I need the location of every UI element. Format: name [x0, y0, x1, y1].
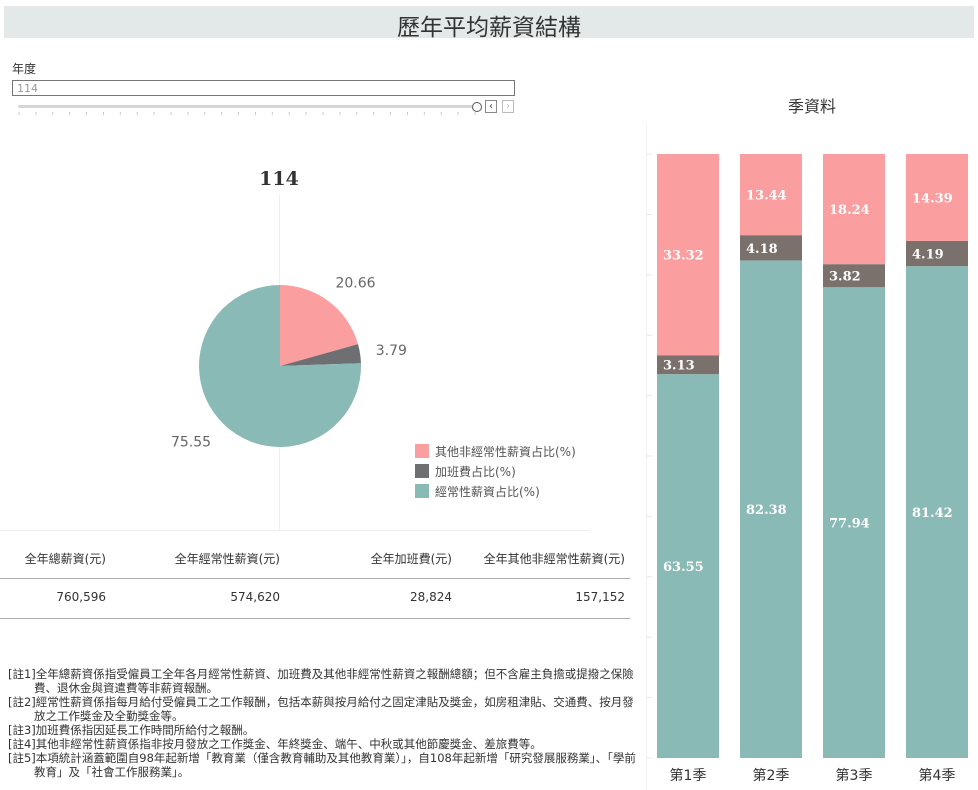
bar-overtime-q4[interactable] — [906, 240, 968, 267]
footnote-3: [註3]加班費係指因延長工作時間所給付之報酬。 — [8, 723, 255, 737]
bar-label-overtime-q3: 3.82 — [829, 270, 861, 285]
x-tick-label: 第3季 — [836, 767, 873, 784]
bar-label-overtime-q1: 3.13 — [663, 359, 695, 374]
year-filter-label: 年度 — [12, 62, 37, 76]
year-filter-input[interactable]: 114 — [12, 80, 515, 96]
bar-regular-q3[interactable] — [823, 287, 885, 758]
summary-value-overtime: 28,824 — [410, 590, 452, 604]
summary-header-total: 全年總薪資(元) — [24, 552, 106, 566]
x-tick-label: 第2季 — [753, 767, 790, 784]
bar-other-q3[interactable] — [823, 154, 885, 265]
summary-value-other: 157,152 — [575, 590, 625, 604]
legend-label-overtime: 加班費占比(%) — [435, 464, 516, 479]
pie-slice-regular[interactable] — [199, 285, 361, 447]
year-slider-ticks — [18, 112, 476, 115]
legend-label-other: 其他非經常性薪資占比(%) — [435, 444, 576, 459]
bar-regular-q1[interactable] — [657, 374, 719, 758]
bar-label-regular-q3: 77.94 — [829, 517, 870, 532]
bar-label-other-q2: 13.44 — [746, 189, 787, 204]
bar-label-other-q1: 33.32 — [663, 249, 704, 264]
bar-label-overtime-q2: 4.18 — [746, 242, 778, 257]
legend-item-other[interactable]: 其他非經常性薪資占比(%) — [415, 441, 576, 461]
summary-divider — [0, 578, 630, 579]
summary-header-other: 全年其他非經常性薪資(元) — [483, 552, 625, 566]
bar-label-regular-q2: 82.38 — [746, 503, 787, 518]
footnote-4: [註4]其他非經常性薪資係指非按月發放之工作獎金、年終獎金、端午、中秋或其他節慶… — [8, 737, 542, 751]
footnote-1: [註1]全年總薪資係指受僱員工全年各月經常性薪資、加班費及其他非經常性薪資之報酬… — [8, 667, 634, 695]
bar-label-regular-q1: 63.55 — [663, 560, 704, 575]
summary-header-row: 全年總薪資(元) 全年經常性薪資(元) 全年加班費(元) 全年其他非經常性薪資(… — [0, 540, 630, 576]
legend-swatch-regular — [415, 484, 429, 498]
bar-label-overtime-q4: 4.19 — [912, 248, 944, 263]
bar-label-other-q4: 14.39 — [912, 191, 953, 206]
bar-other-q2[interactable] — [740, 154, 802, 236]
bar-overtime-q1[interactable] — [657, 355, 719, 375]
pie-label-overtime: 3.79 — [376, 343, 407, 359]
page-header: 歷年平均薪資結構 — [4, 6, 974, 41]
legend-item-overtime[interactable]: 加班費占比(%) — [415, 461, 576, 481]
footnote-5: [註5]本項統計涵蓋範圍自98年起新增「教育業（僅含教育輔助及其他教育業）」，自… — [8, 751, 636, 779]
pie-chart-title: 114 — [259, 168, 299, 190]
legend-label-regular: 經常性薪資占比(%) — [435, 484, 540, 499]
footnote-2: [註2]經常性薪資係指每月給付受僱員工之工作報酬，包括本薪與按月給付之固定津貼及… — [8, 695, 634, 723]
pie-label-other: 20.66 — [335, 275, 375, 291]
legend-item-regular[interactable]: 經常性薪資占比(%) — [415, 481, 576, 501]
quarterly-stacked-bar-chart: 63.55 3.13 33.32 第1季 82.38 4.18 13.44 第2季 77.94 3… — [646, 124, 968, 790]
legend-swatch-overtime — [415, 464, 429, 478]
bar-overtime-q2[interactable] — [740, 235, 802, 261]
pie-slice-other[interactable] — [280, 285, 359, 366]
annual-summary-table: 全年總薪資(元) 全年經常性薪資(元) 全年加班費(元) 全年其他非經常性薪資(… — [0, 540, 630, 619]
quarterly-chart-title: 季資料 — [787, 97, 836, 116]
summary-header-regular: 全年經常性薪資(元) — [174, 552, 280, 566]
x-tick-label: 第4季 — [919, 767, 956, 784]
bar-other-q1[interactable] — [657, 154, 719, 356]
pie-label-regular: 75.55 — [171, 435, 211, 451]
bar-regular-q2[interactable] — [740, 260, 802, 758]
next-year-button[interactable]: › — [502, 100, 514, 113]
bar-label-regular-q4: 81.42 — [912, 506, 953, 521]
bar-overtime-q3[interactable] — [823, 264, 885, 288]
x-tick-label: 第1季 — [670, 767, 707, 784]
bar-label-other-q3: 18.24 — [829, 203, 870, 218]
pie-chart: 20.66 3.79 75.55 — [171, 275, 407, 451]
summary-value-row: 760,596 574,620 28,824 157,152 — [0, 580, 630, 616]
pie-slice-overtime[interactable] — [280, 344, 361, 366]
summary-value-total: 760,596 — [56, 590, 106, 604]
bar-other-q4[interactable] — [906, 154, 968, 241]
footnotes: [註1]全年總薪資係指受僱員工全年各月經常性薪資、加班費及其他非經常性薪資之報酬… — [8, 667, 638, 779]
page-title: 歷年平均薪資結構 — [397, 15, 581, 41]
previous-year-button[interactable]: ‹ — [485, 100, 497, 113]
year-slider-handle[interactable] — [472, 102, 482, 112]
summary-value-regular: 574,620 — [230, 590, 280, 604]
year-slider-track[interactable] — [18, 105, 476, 108]
pie-base-line — [0, 530, 590, 531]
legend-swatch-other — [415, 444, 429, 458]
pie-legend: 其他非經常性薪資占比(%) 加班費占比(%) 經常性薪資占比(%) — [415, 441, 576, 501]
summary-bottom-line — [0, 618, 630, 619]
bar-regular-q4[interactable] — [906, 266, 968, 758]
summary-header-overtime: 全年加班費(元) — [370, 552, 452, 566]
